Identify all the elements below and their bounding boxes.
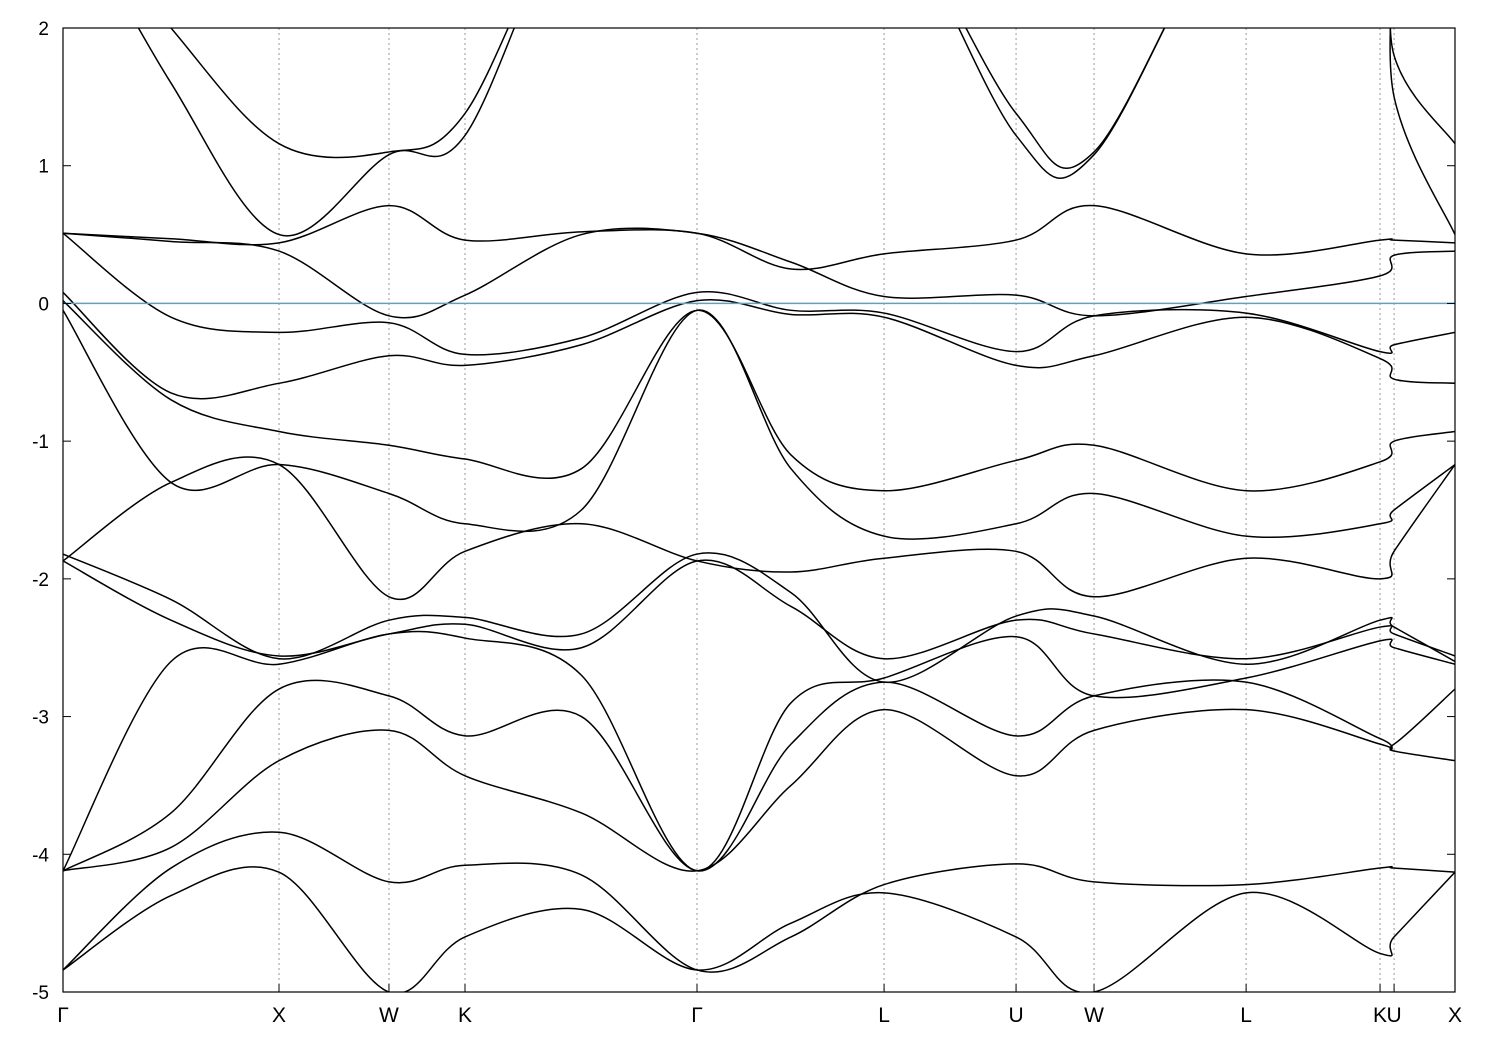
x-tick-label: L [878, 1004, 890, 1027]
band-line-15 [170, 28, 1455, 169]
band-line-11 [63, 232, 1455, 356]
band-line-2 [63, 708, 1455, 872]
x-tick-label: X [1448, 1004, 1462, 1027]
x-tick-label: K [458, 1004, 472, 1027]
y-tick-label: 0 [38, 294, 49, 315]
y-axis: -5 -4 -3 -2 -1 0 1 2 [32, 19, 1455, 1004]
band-line-3 [63, 679, 1455, 872]
band-line-6 [63, 552, 1455, 683]
plot-frame [62, 27, 1456, 993]
x-tick-label: Γ [57, 1004, 69, 1027]
y-tick-label: -2 [32, 570, 49, 591]
band-line-8 [63, 309, 1455, 540]
bands [63, 28, 1455, 992]
y-tick-label: 1 [38, 157, 49, 178]
y-tick-label: 2 [38, 19, 49, 40]
band-line-13 [63, 204, 1455, 271]
band-line-1 [63, 831, 1455, 973]
y-tick-label: -4 [32, 845, 49, 866]
band-line-14 [137, 28, 1455, 237]
x-tick-label: X [272, 1004, 286, 1027]
y-tick-label: -1 [32, 432, 49, 453]
x-tick-label: U [1386, 1004, 1401, 1027]
band-line-5 [63, 559, 1455, 660]
x-tick-label: W [379, 1004, 399, 1027]
x-tick-label: W [1084, 1004, 1104, 1027]
band-line-12 [63, 227, 1455, 319]
band-line-9 [63, 300, 1455, 492]
band-line-10 [63, 291, 1455, 400]
y-tick-label: -3 [32, 708, 49, 729]
x-tick-label: L [1240, 1004, 1252, 1027]
band-line-0 [63, 866, 1455, 992]
band-line-4 [63, 630, 1455, 872]
y-tick-label: -5 [32, 983, 49, 1004]
vertical-grid [278, 28, 1395, 992]
x-tick-label: U [1008, 1004, 1023, 1027]
x-tick-label: K [1373, 1004, 1387, 1027]
x-tick-label: Γ [691, 1004, 703, 1027]
band-line-7 [63, 456, 1455, 600]
